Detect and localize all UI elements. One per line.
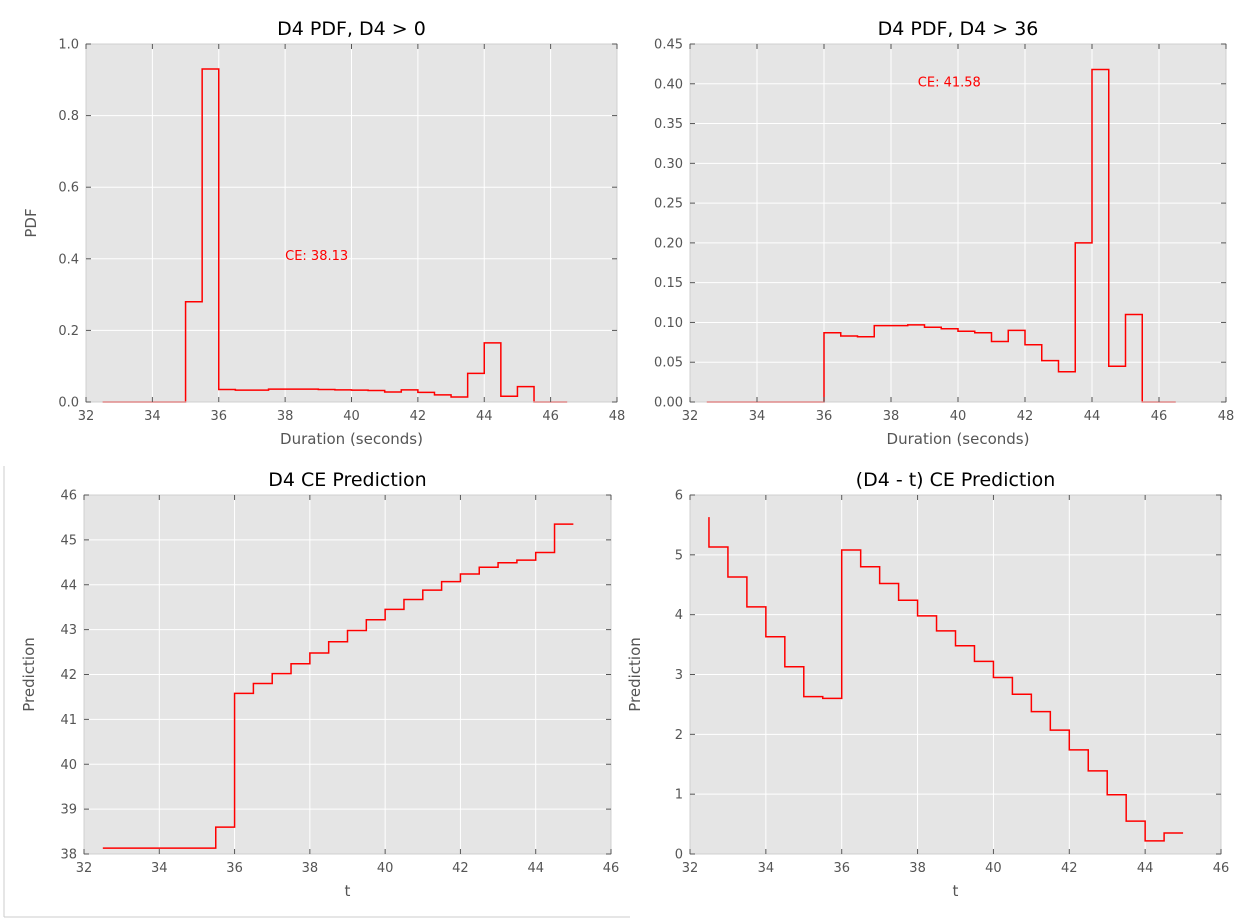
x-tick-label: 38	[883, 409, 900, 424]
y-tick-label: 0.40	[654, 77, 683, 92]
x-tick-label: 38	[302, 861, 319, 876]
x-tick-label: 34	[144, 409, 161, 424]
ce-annotation: CE: 38.13	[285, 249, 348, 264]
y-tick-label: 0.2	[58, 324, 79, 339]
x-tick-label: 48	[1218, 409, 1235, 424]
y-tick-label: 0.4	[58, 252, 79, 267]
y-tick-label: 3	[675, 668, 683, 683]
y-tick-label: 0.25	[654, 197, 683, 212]
chart-title: D4 CE Prediction	[268, 469, 426, 491]
x-tick-label: 44	[476, 409, 493, 424]
chart-pdf-d4-gt-0: 32 34 36 38 40 42 44 46 48 0.0 0.2 0.4 0.6 0.8 1.0 D4 …	[22, 18, 625, 448]
ce-annotation: CE: 41.58	[918, 75, 981, 90]
y-axis-label: PDF	[22, 208, 40, 237]
x-tick-label: 32	[78, 409, 95, 424]
y-tick-label: 39	[60, 803, 77, 818]
chart-d4-ce-prediction: 32 34 36 38 40 42 44 46 38 39 40 41 42 43 44 45 46 D4 CE…	[20, 469, 619, 900]
x-tick-label: 44	[1137, 861, 1154, 876]
x-tick-label: 44	[527, 861, 544, 876]
y-tick-label: 0.20	[654, 236, 683, 251]
y-tick-label: 46	[60, 489, 77, 504]
x-tick-label: 38	[909, 861, 926, 876]
x-tick-label: 36	[833, 861, 850, 876]
y-axis-label: Prediction	[626, 637, 644, 712]
x-tick-label: 36	[816, 409, 833, 424]
x-tick-label: 42	[1061, 861, 1078, 876]
x-tick-label: 48	[609, 409, 626, 424]
y-tick-label: 40	[60, 758, 77, 773]
ticks: 32 34 36 38 40 42 44 46 48 0.0 0.2 0.4 0.6 0.8 1.0	[58, 38, 625, 425]
y-tick-label: 0.35	[654, 117, 683, 132]
x-tick-label: 42	[1017, 409, 1034, 424]
y-tick-label: 0.00	[654, 396, 683, 411]
y-tick-label: 0.0	[58, 396, 79, 411]
x-tick-label: 42	[410, 409, 427, 424]
pdf-series-line	[102, 68, 568, 403]
y-tick-label: 0.05	[654, 356, 683, 371]
chart-title: (D4 - t) CE Prediction	[856, 469, 1056, 491]
y-tick-label: 4	[675, 608, 683, 623]
x-tick-label: 36	[210, 409, 227, 424]
x-tick-label: 40	[377, 861, 394, 876]
x-axis-label: Duration (seconds)	[887, 430, 1030, 448]
x-tick-label: 46	[542, 409, 559, 424]
prediction-series-line	[102, 523, 574, 849]
x-tick-label: 40	[343, 409, 360, 424]
y-tick-label: 41	[60, 713, 77, 728]
x-tick-label: 34	[749, 409, 766, 424]
pdf-series-line	[706, 68, 1176, 403]
gridlines	[689, 43, 1227, 403]
chart-title: D4 PDF, D4 > 36	[878, 18, 1039, 40]
x-tick-label: 34	[758, 861, 775, 876]
y-tick-label: 0.15	[654, 276, 683, 291]
y-tick-label: 6	[675, 489, 683, 504]
x-tick-label: 32	[682, 409, 699, 424]
x-tick-label: 36	[226, 861, 243, 876]
ticks: 32 34 36 38 40 42 44 46 48 0.00 0.05 0.10 0.15 0.20 0.…	[654, 38, 1234, 425]
y-tick-label: 38	[60, 848, 77, 863]
y-tick-label: 42	[60, 668, 77, 683]
x-tick-label: 46	[603, 861, 620, 876]
x-tick-label: 46	[1151, 409, 1168, 424]
y-tick-label: 1.0	[58, 38, 79, 53]
x-axis-label: t	[345, 882, 351, 900]
x-axis-label: t	[953, 882, 959, 900]
x-tick-label: 32	[682, 861, 699, 876]
y-tick-label: 45	[60, 533, 77, 548]
y-axis-label: Prediction	[20, 637, 38, 712]
ticks: 32 34 36 38 40 42 44 46 38 39 40 41 42 43 44 45 46	[60, 489, 619, 877]
x-tick-label: 34	[151, 861, 168, 876]
y-tick-label: 0.45	[654, 38, 683, 53]
y-tick-label: 0.6	[58, 181, 79, 196]
y-tick-label: 1	[675, 788, 683, 803]
x-tick-label: 40	[950, 409, 967, 424]
x-tick-label: 46	[1213, 861, 1230, 876]
x-tick-label: 42	[452, 861, 469, 876]
y-tick-label: 0.30	[654, 157, 683, 172]
prediction-series-line	[708, 517, 1184, 842]
x-axis-label: Duration (seconds)	[280, 430, 423, 448]
x-tick-label: 38	[277, 409, 294, 424]
y-tick-label: 5	[675, 548, 683, 563]
chart-pdf-d4-gt-36: 32 34 36 38 40 42 44 46 48 0.00 0.05 0.10 0.15 0.20 0.…	[654, 18, 1234, 448]
y-tick-label: 44	[60, 578, 77, 593]
x-tick-label: 44	[1084, 409, 1101, 424]
y-tick-label: 0.8	[58, 109, 79, 124]
x-tick-label: 40	[985, 861, 1002, 876]
y-tick-label: 2	[675, 728, 683, 743]
y-tick-label: 0.10	[654, 316, 683, 331]
y-tick-label: 43	[60, 623, 77, 638]
x-tick-label: 32	[76, 861, 93, 876]
y-tick-label: 0	[675, 848, 683, 863]
chart-title: D4 PDF, D4 > 0	[277, 18, 426, 40]
